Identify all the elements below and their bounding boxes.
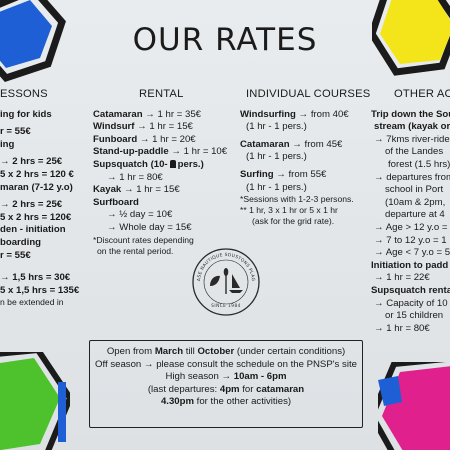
course-note: ** 1 hr, 3 x 1 hr or 5 x 1 hr	[240, 205, 338, 216]
course-note: (ask for the grid rate).	[252, 216, 335, 227]
course-price: from 40€	[310, 108, 349, 120]
kayak-price: 1 hr = 15€	[136, 184, 180, 196]
info-text-bold: 4pm	[219, 383, 240, 395]
info-text: Open from	[106, 346, 155, 357]
info-text: for	[239, 383, 257, 395]
rental-item-name: Stand-up-paddle	[93, 146, 169, 158]
lessons-line: maran (7-12 y.o)	[0, 181, 73, 193]
course-sub: (1 hr - 1 pers.)	[246, 151, 307, 163]
other-line: → 1 hr = 80€	[374, 322, 430, 334]
lessons-line: 5 x 2 hrs = 120€	[0, 211, 72, 223]
paddle-icon	[223, 268, 229, 294]
other-line: → 7kms river-ride	[374, 133, 450, 145]
individual-courses-column: INDIVIDUAL COURSES Windsurfing → from 40…	[240, 88, 371, 227]
course-name: Catamaran	[240, 138, 290, 150]
lessons-line: den - initiation	[0, 224, 66, 236]
course-price: from 55€	[288, 168, 327, 180]
other-heading: OTHER ACTIV	[394, 88, 450, 100]
info-text: (last departures:	[147, 383, 220, 395]
lessons-line: boarding	[0, 236, 42, 248]
rental-item-price: 1 hr = 35€	[157, 108, 202, 120]
course-sub: (1 hr - 1 pers.)	[246, 121, 307, 133]
course-note: *Sessions with 1-2-3 persons.	[240, 194, 354, 205]
sailboat-icon	[229, 274, 243, 293]
rental-item-name: Catamaran	[93, 108, 143, 120]
rental-item-name: Windsurf	[93, 121, 135, 133]
info-text-bold: October	[197, 346, 235, 357]
lessons-line: → 2 hrs = 25€	[0, 199, 63, 211]
lessons-line: r = 55€	[0, 249, 31, 261]
info-line-off-season: Off season → please consult the schedule…	[95, 358, 357, 370]
rental-note: on the rental period.	[97, 245, 174, 256]
other-line: school in Port	[385, 184, 444, 196]
svg-text:BASE NAUTIQUE SOUSTONS PLAGE: BASE NAUTIQUE SOUSTONS PLAGE	[190, 246, 256, 282]
hexagon-decoration-bottom-right	[378, 362, 450, 450]
rental-heading: RENTAL	[139, 88, 184, 100]
course-name: Surfing	[240, 168, 274, 180]
rental-item-name: Funboard	[93, 133, 138, 145]
lessons-line: ing	[0, 138, 15, 150]
rental-item-price: 1 hr = 10€	[183, 146, 228, 158]
lessons-line: → 2 hrs = 25€	[0, 156, 63, 168]
kayak-name: Kayak	[93, 184, 122, 196]
lessons-line: r = 55€	[0, 126, 31, 138]
person-icon	[169, 159, 176, 168]
other-activities-column: OTHER ACTIV Trip down the Sou stream (ka…	[367, 88, 450, 335]
supsquatch-name: Supsquatch (10-	[93, 158, 168, 170]
leaf-icon	[210, 275, 220, 286]
other-line: Initiation to padd	[371, 259, 449, 271]
rental-item-price: 1 hr = 20€	[152, 133, 196, 145]
course-sub: (1 hr - 1 pers.)	[246, 181, 307, 193]
other-line: Supsquatch renta	[371, 284, 450, 296]
rental-item-price: 1 hr = 15€	[149, 121, 193, 133]
info-text-bold: catamaran	[256, 383, 305, 395]
other-line: (10am & 2pm,	[385, 196, 446, 208]
hexagon-decoration-top-left	[0, 0, 66, 83]
info-text: (under certain conditions)	[234, 346, 346, 357]
other-line: → 7 to 12 y.o = 1	[374, 234, 447, 246]
page-title: OUR RATES	[132, 22, 318, 58]
opening-info-box: Open from March till October (under cert…	[89, 340, 363, 428]
lessons-heading: ESSONS	[0, 88, 48, 100]
base-nautique-logo: BASE NAUTIQUE SOUSTONS PLAGE SINCE 1984	[190, 246, 260, 316]
other-line: Trip down the Sou	[371, 108, 450, 120]
other-line: → departures from	[374, 171, 450, 183]
info-text-bold: 10am - 6pm	[233, 371, 287, 383]
info-text-bold: 4.30pm	[160, 396, 195, 408]
lessons-column: ESSONS ing for kids r = 55€ ing → 2 hrs …	[0, 88, 79, 308]
surfboard-whole-day: Whole day = 15€	[119, 221, 192, 233]
other-line: forest (1.5 hrs)	[388, 158, 450, 170]
lessons-line: ing for kids	[0, 108, 52, 120]
individual-heading: INDIVIDUAL COURSES	[246, 88, 371, 100]
hexagon-decoration-top-right	[372, 0, 450, 76]
hexagon-decoration-bottom-left	[0, 352, 70, 450]
info-text: High season →	[165, 371, 234, 383]
supsquatch-price: 1 hr = 80€	[119, 171, 163, 183]
other-line: departure at 4	[385, 209, 445, 221]
course-name: Windsurfing	[240, 108, 296, 120]
supsquatch-pers: pers.)	[177, 158, 204, 170]
stamp-since: SINCE 1984	[211, 303, 241, 308]
other-line: → 1 hr = 22€	[374, 272, 430, 284]
rental-note: *Discount rates depending	[93, 234, 194, 245]
info-text: for the other activities)	[194, 396, 292, 408]
lessons-line: → 1,5 hrs = 30€	[0, 272, 71, 284]
rental-column: RENTAL Catamaran → 1 hr = 35€ Windsurf →…	[93, 88, 228, 256]
other-line: → Age > 12 y.o =	[374, 221, 448, 233]
other-line: → Age < 7 y.o = 5	[374, 247, 450, 259]
other-line: stream (kayak or	[374, 121, 450, 133]
other-line: of the Landes	[385, 146, 444, 158]
other-line: or 15 children	[385, 310, 444, 322]
lessons-line: 5 x 1,5 hrs = 135€	[0, 284, 80, 296]
lessons-line: n be extended in	[0, 297, 64, 308]
surfboard-name: Surfboard	[93, 196, 139, 208]
surfboard-half-day: ½ day = 10€	[119, 209, 173, 221]
info-text-bold: March	[154, 346, 184, 357]
course-price: from 45€	[304, 138, 343, 150]
other-line: → Capacity of 10	[374, 297, 448, 309]
lessons-line: 5 x 2 hrs = 120 €	[0, 168, 74, 180]
info-text: till	[183, 346, 198, 357]
